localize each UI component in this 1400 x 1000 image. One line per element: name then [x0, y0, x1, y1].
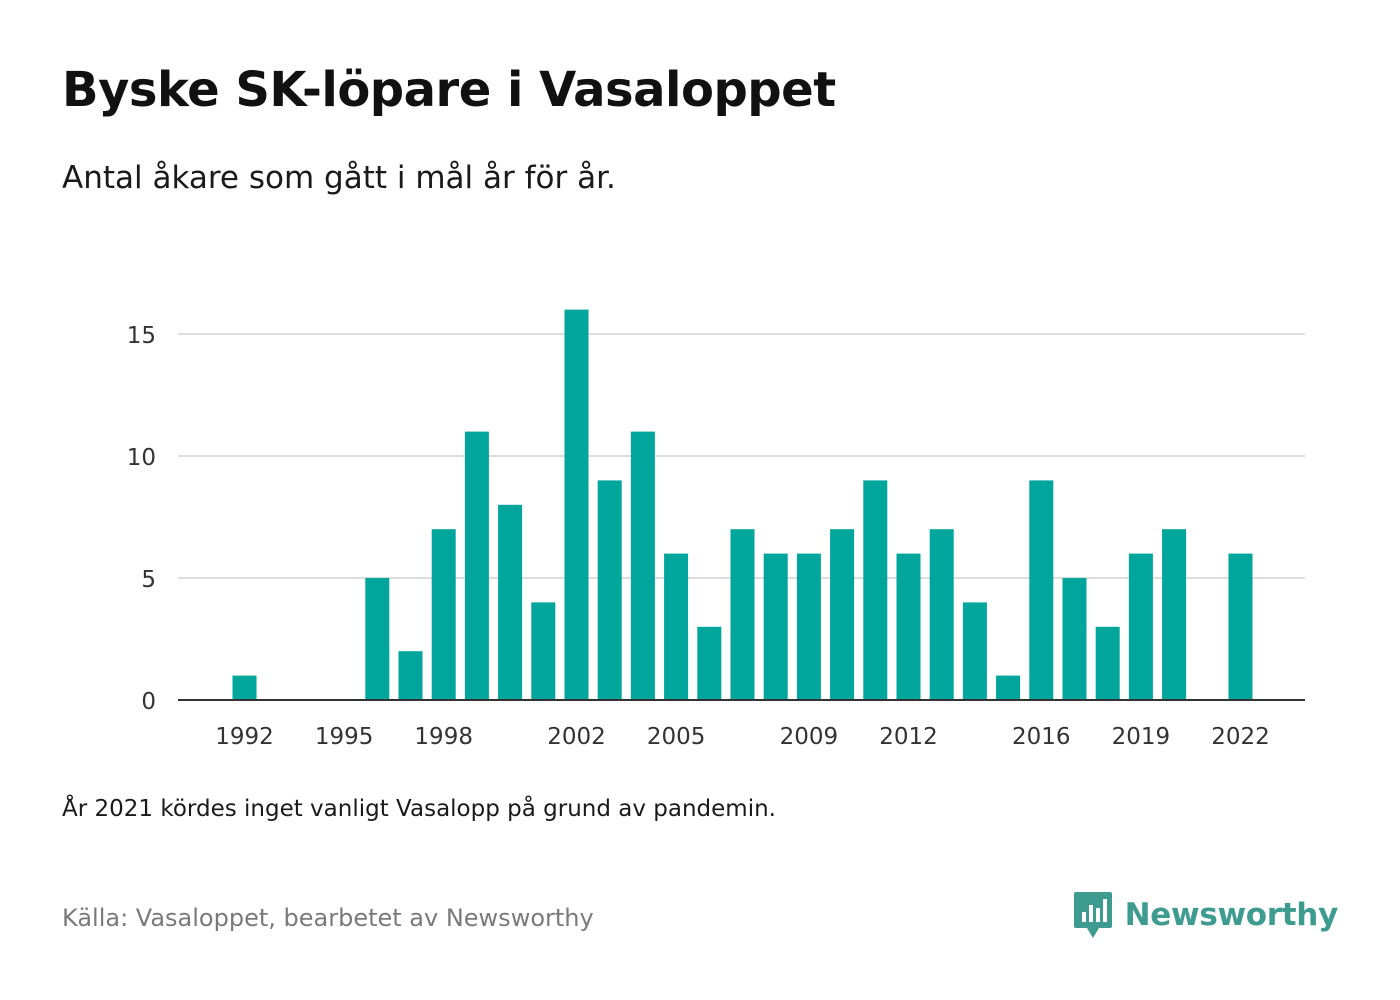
bar-2001: [531, 602, 556, 700]
bar-2007: [730, 529, 755, 700]
x-tick-label: 1995: [315, 724, 374, 750]
x-tick-label: 2019: [1112, 724, 1171, 750]
bar-1997: [398, 651, 423, 700]
brand-name: Newsworthy: [1124, 897, 1339, 933]
bar-1999: [464, 431, 489, 700]
x-tick-label: 2022: [1211, 724, 1270, 750]
chart-title: Byske SK-löpare i Vasaloppet: [62, 62, 836, 118]
bar-chart-speech-bubble-icon: [1073, 892, 1112, 938]
bar-2009: [796, 553, 821, 700]
bar-2000: [498, 504, 523, 700]
y-tick-label: 5: [141, 567, 156, 593]
bar-2002: [564, 309, 589, 700]
x-tick-label: 2005: [647, 724, 706, 750]
bar-chart: 0 5 10 15 1992 1995 1998 2002 2005 2009 2012 2016 20…: [127, 309, 1305, 750]
x-tick-label: 2016: [1012, 724, 1071, 750]
bar-2020: [1162, 529, 1187, 700]
y-tick-label: 0: [141, 689, 156, 715]
bar-2017: [1062, 578, 1087, 700]
bar-1996: [365, 578, 390, 700]
bar-2013: [929, 529, 954, 700]
bar-2018: [1095, 626, 1120, 700]
source-text: Källa: Vasaloppet, bearbetet av Newswort…: [62, 904, 594, 932]
bar-2022: [1228, 553, 1253, 700]
bar-2014: [962, 602, 987, 700]
y-tick-label: 15: [127, 323, 156, 349]
bar-2005: [664, 553, 689, 700]
bar-1992: [232, 675, 257, 700]
y-tick-label: 10: [127, 445, 156, 471]
bar-2015: [996, 675, 1021, 700]
chart-subtitle: Antal åkare som gått i mål år för år.: [62, 160, 616, 196]
bar-2006: [697, 626, 722, 700]
bar-2003: [597, 480, 622, 700]
bar-2011: [863, 480, 888, 700]
x-tick-label: 2012: [879, 724, 938, 750]
bar-1998: [431, 529, 456, 700]
x-tick-label: 2002: [547, 724, 606, 750]
bar-2010: [830, 529, 855, 700]
bar-2016: [1029, 480, 1054, 700]
x-tick-label: 1998: [414, 724, 473, 750]
bar-2019: [1128, 553, 1153, 700]
bar-2008: [763, 553, 788, 700]
bar-2004: [630, 431, 655, 700]
chart-note: År 2021 kördes inget vanligt Vasalopp på…: [62, 796, 776, 822]
bar-2012: [896, 553, 921, 700]
newsworthy-logo: Newsworthy: [1073, 890, 1338, 940]
x-tick-label: 2009: [780, 724, 839, 750]
x-tick-label: 1992: [215, 724, 274, 750]
